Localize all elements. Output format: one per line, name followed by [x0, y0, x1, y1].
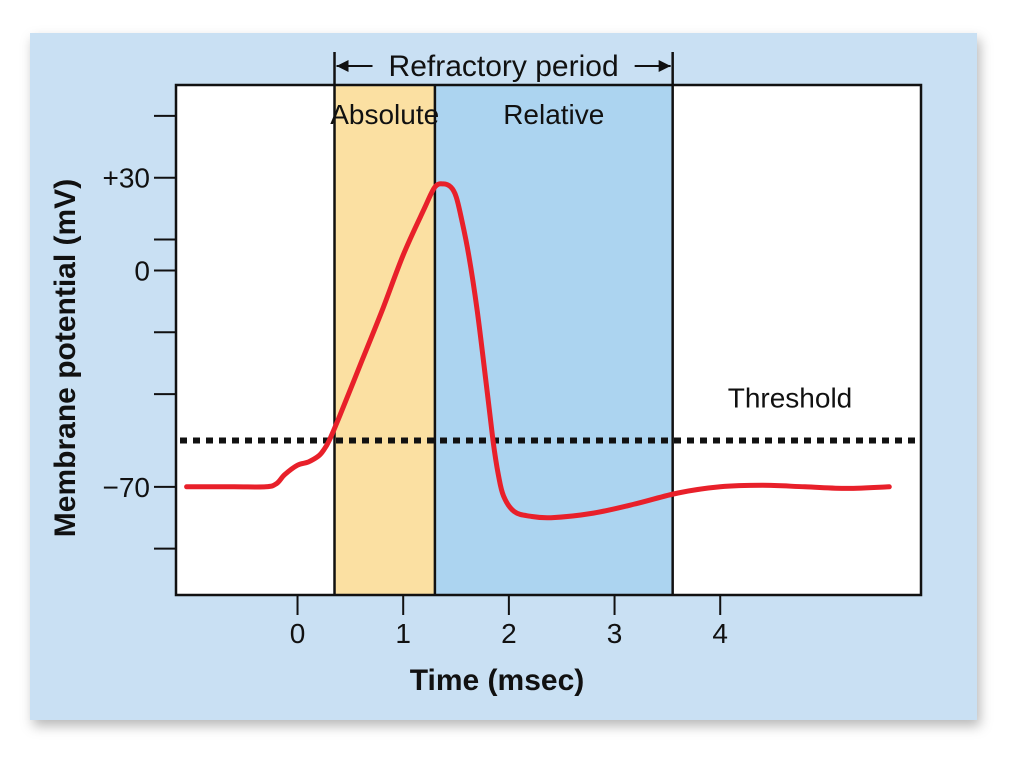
x-tick-label: 2	[501, 618, 517, 649]
relative-label: Relative	[503, 99, 604, 130]
y-axis-title: Membrane potential (mV)	[49, 179, 82, 537]
relative-refractory-band	[434, 85, 673, 595]
absolute-refractory-band	[334, 85, 435, 595]
x-tick-label: 3	[607, 618, 623, 649]
y-axis-ticks: +30 0 −70	[103, 114, 176, 550]
threshold-label: Threshold	[728, 382, 853, 413]
refractory-period-arrow	[336, 60, 671, 72]
x-axis-ticks: 0 1 2 3 4	[290, 595, 728, 649]
membrane-potential-trace	[184, 181, 892, 521]
y-tick-label: +30	[103, 163, 151, 194]
x-tick-label: 0	[290, 618, 306, 649]
plot-frame	[174, 83, 923, 597]
absolute-label: Absolute	[330, 99, 439, 130]
x-tick-label: 4	[712, 618, 728, 649]
x-tick-label: 1	[395, 618, 411, 649]
y-tick-label: −70	[103, 472, 151, 503]
x-axis-title: Time (msec)	[410, 664, 585, 697]
refractory-period-label: Refractory period	[389, 50, 619, 83]
y-tick-label: 0	[134, 255, 150, 286]
